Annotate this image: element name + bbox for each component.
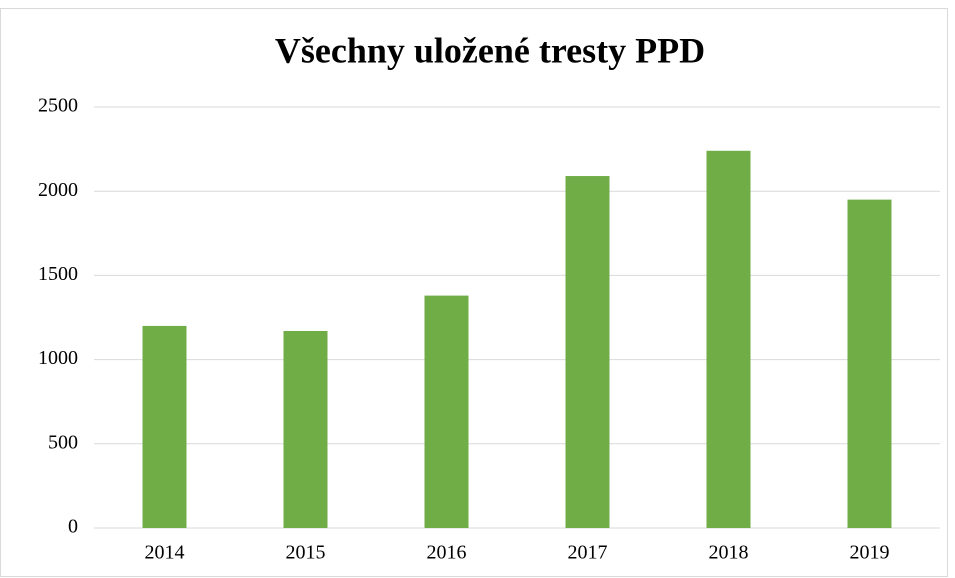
y-tick-label: 0 bbox=[68, 516, 78, 538]
x-tick-label: 2016 bbox=[427, 542, 467, 564]
x-tick-label: 2014 bbox=[145, 542, 185, 564]
bar bbox=[142, 325, 187, 528]
y-tick-label: 2500 bbox=[38, 95, 78, 117]
y-tick-label: 2000 bbox=[38, 179, 78, 201]
y-tick-label: 1500 bbox=[38, 263, 78, 285]
bar bbox=[847, 199, 892, 528]
bar bbox=[283, 330, 328, 528]
y-tick-label: 1000 bbox=[38, 347, 78, 369]
bar bbox=[424, 295, 469, 528]
y-tick-label: 500 bbox=[48, 431, 78, 453]
bar bbox=[706, 150, 751, 528]
bar bbox=[565, 176, 610, 528]
x-tick-label: 2017 bbox=[568, 542, 608, 564]
chart-title: Všechny uložené tresty PPD bbox=[275, 30, 705, 70]
x-tick-label: 2019 bbox=[850, 542, 890, 564]
x-tick-label: 2015 bbox=[286, 542, 326, 564]
x-tick-label: 2018 bbox=[709, 542, 749, 564]
